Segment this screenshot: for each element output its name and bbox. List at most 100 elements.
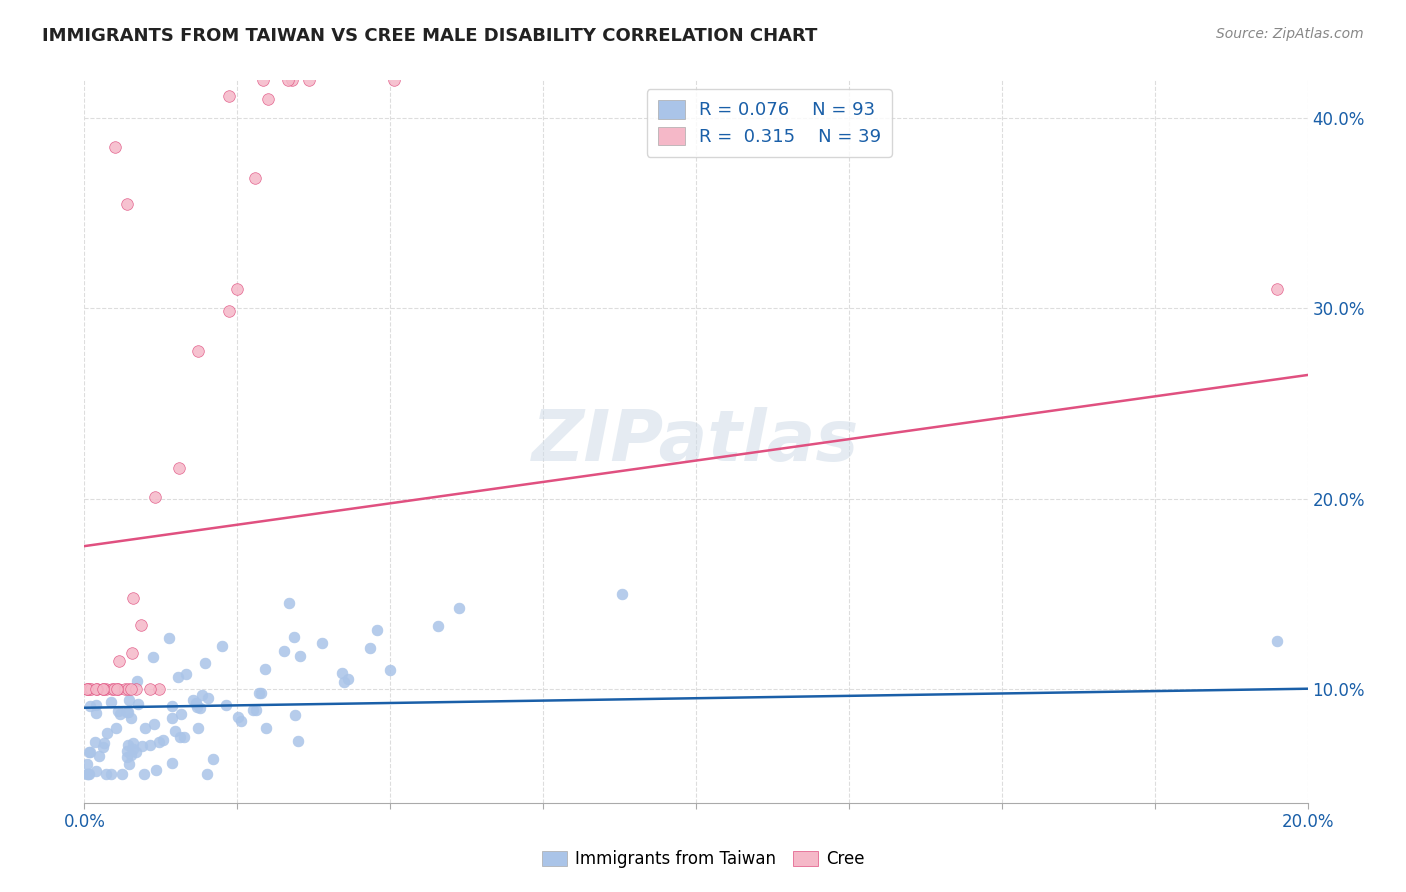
Point (278, 596, 301, 610)
Point (273, 644, 295, 658)
Point (253, 662, 276, 676)
Point (247, 686, 270, 700)
Point (336, 672, 359, 686)
Point (218, 304, 240, 318)
Point (125, 681, 148, 696)
Text: ZIPatlas: ZIPatlas (533, 407, 859, 476)
Point (1265, 634, 1288, 648)
Point (184, 696, 207, 710)
Point (100, 681, 122, 696)
Point (359, 641, 381, 656)
Point (184, 697, 207, 711)
Point (191, 688, 214, 702)
Point (93, 736, 115, 750)
Point (281, 73, 304, 87)
Point (167, 461, 190, 475)
Point (117, 744, 139, 758)
Point (104, 140, 127, 154)
Point (120, 711, 142, 725)
Point (117, 738, 139, 752)
Point (152, 733, 174, 747)
Point (84, 698, 107, 712)
Point (122, 741, 145, 756)
Point (173, 730, 195, 744)
Point (139, 681, 162, 696)
Point (148, 735, 170, 749)
Point (129, 617, 152, 632)
Point (187, 721, 209, 735)
Point (120, 681, 142, 696)
Point (170, 706, 193, 721)
Point (121, 646, 143, 660)
Point (134, 721, 156, 735)
Point (107, 681, 129, 696)
Point (249, 686, 271, 700)
Point (142, 649, 165, 664)
Point (162, 756, 184, 770)
Point (122, 591, 145, 605)
Point (226, 709, 249, 723)
Text: Source: ZipAtlas.com: Source: ZipAtlas.com (1216, 27, 1364, 41)
Point (186, 699, 208, 714)
Point (117, 681, 139, 696)
Point (117, 705, 139, 719)
Point (86, 681, 108, 696)
Point (1265, 282, 1288, 296)
Point (79, 698, 101, 713)
Point (108, 706, 131, 721)
Point (91, 681, 114, 696)
Point (449, 600, 471, 615)
Point (86, 706, 108, 720)
Point (194, 656, 217, 670)
Point (283, 631, 305, 645)
Point (242, 703, 264, 717)
Point (100, 767, 122, 781)
Point (79, 745, 101, 759)
Point (96, 726, 118, 740)
Text: IMMIGRANTS FROM TAIWAN VS CREE MALE DISABILITY CORRELATION CHART: IMMIGRANTS FROM TAIWAN VS CREE MALE DISA… (42, 27, 817, 45)
Point (366, 623, 388, 637)
Point (426, 618, 449, 632)
Point (225, 281, 247, 295)
Point (254, 721, 277, 735)
Point (229, 714, 252, 728)
Point (257, 92, 280, 106)
Point (330, 666, 353, 681)
Point (91, 681, 114, 696)
Point (378, 664, 401, 678)
Point (215, 698, 238, 712)
Point (76, 767, 98, 781)
Point (187, 343, 209, 358)
Point (77, 681, 100, 696)
Point (610, 587, 633, 601)
Point (96, 767, 118, 781)
Point (167, 670, 190, 684)
Point (108, 654, 131, 668)
Point (104, 722, 127, 736)
Point (127, 673, 149, 688)
Point (211, 640, 233, 654)
Point (288, 648, 311, 663)
Point (103, 681, 125, 696)
Point (115, 705, 138, 719)
Legend: Immigrants from Taiwan, Cree: Immigrants from Taiwan, Cree (534, 844, 872, 875)
Legend: R = 0.076    N = 93, R =  0.315    N = 39: R = 0.076 N = 93, R = 0.315 N = 39 (647, 89, 891, 157)
Point (86, 681, 108, 696)
Point (115, 749, 138, 764)
Point (79, 767, 101, 781)
Point (110, 767, 132, 781)
Point (139, 738, 162, 752)
Point (188, 701, 211, 715)
Point (183, 693, 205, 707)
Point (105, 681, 128, 696)
Point (162, 711, 184, 725)
Point (163, 724, 186, 739)
Point (384, 73, 406, 87)
Point (114, 681, 136, 696)
Point (143, 716, 166, 731)
Point (145, 763, 167, 777)
Point (76, 681, 98, 696)
Point (243, 170, 266, 185)
Point (132, 767, 155, 781)
Point (100, 695, 122, 709)
